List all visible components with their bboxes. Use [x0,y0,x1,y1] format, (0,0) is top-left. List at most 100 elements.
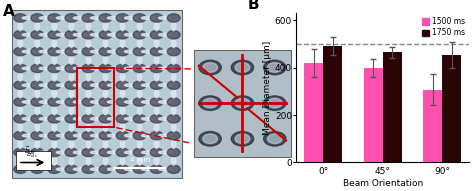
Circle shape [231,132,254,146]
Ellipse shape [158,67,172,70]
Ellipse shape [172,22,176,31]
Ellipse shape [18,72,22,81]
Ellipse shape [120,72,125,81]
Ellipse shape [91,151,104,154]
Circle shape [167,14,180,22]
Circle shape [82,98,95,106]
Ellipse shape [108,100,121,104]
Circle shape [14,131,27,140]
Circle shape [65,165,78,173]
Ellipse shape [52,123,56,131]
Ellipse shape [91,168,104,171]
Ellipse shape [158,84,172,87]
Circle shape [264,60,286,75]
Circle shape [48,31,61,39]
Circle shape [48,14,61,22]
Ellipse shape [155,89,159,98]
Circle shape [167,98,180,106]
Ellipse shape [103,72,108,81]
Bar [76,68,114,127]
Circle shape [116,98,129,106]
Ellipse shape [22,100,36,104]
Ellipse shape [103,123,108,131]
Bar [364,68,383,162]
Circle shape [199,132,221,146]
Circle shape [65,31,78,39]
Bar [16,151,51,170]
Circle shape [133,98,146,106]
Circle shape [167,115,180,123]
Ellipse shape [172,157,176,165]
Ellipse shape [52,72,56,81]
Ellipse shape [22,151,36,154]
Circle shape [31,64,44,73]
Ellipse shape [158,50,172,53]
Ellipse shape [91,117,104,120]
Text: B: B [248,0,259,12]
Ellipse shape [108,16,121,19]
Ellipse shape [155,56,159,64]
Ellipse shape [35,89,39,98]
Ellipse shape [86,106,91,115]
Ellipse shape [73,117,87,120]
Circle shape [133,47,146,56]
Ellipse shape [158,33,172,36]
Ellipse shape [120,22,125,31]
Circle shape [14,14,27,22]
Ellipse shape [39,134,53,137]
Ellipse shape [86,140,91,148]
Ellipse shape [69,56,73,64]
Ellipse shape [56,84,70,87]
Ellipse shape [120,123,125,131]
Ellipse shape [158,100,172,104]
Ellipse shape [172,123,176,131]
Circle shape [116,47,129,56]
Circle shape [150,31,163,39]
Ellipse shape [52,39,56,48]
Circle shape [150,47,163,56]
Ellipse shape [73,84,87,87]
Ellipse shape [142,168,155,171]
Circle shape [82,148,95,157]
Ellipse shape [22,84,36,87]
Ellipse shape [73,16,87,19]
Ellipse shape [69,89,73,98]
Circle shape [99,165,112,173]
Ellipse shape [18,56,22,64]
Circle shape [82,115,95,123]
Circle shape [31,165,44,173]
Circle shape [133,131,146,140]
Circle shape [82,14,95,22]
Ellipse shape [69,39,73,48]
Bar [383,52,402,162]
Ellipse shape [22,134,36,137]
Circle shape [65,14,78,22]
Circle shape [133,165,146,173]
Ellipse shape [35,123,39,131]
X-axis label: Beam Orientation: Beam Orientation [343,179,423,188]
Y-axis label: Mean Diameter [μm]: Mean Diameter [μm] [263,41,272,135]
Ellipse shape [73,67,87,70]
Circle shape [267,134,282,144]
Text: 4 mm: 4 mm [129,157,150,163]
Ellipse shape [137,39,142,48]
Ellipse shape [137,89,142,98]
Ellipse shape [56,151,70,154]
Bar [423,90,442,162]
Circle shape [65,47,78,56]
Circle shape [31,14,44,22]
Ellipse shape [86,22,91,31]
Ellipse shape [18,89,22,98]
Text: A: A [3,4,15,19]
Circle shape [65,81,78,89]
Ellipse shape [137,22,142,31]
Ellipse shape [56,16,70,19]
Circle shape [48,64,61,73]
Ellipse shape [120,56,125,64]
Ellipse shape [69,123,73,131]
Circle shape [99,115,112,123]
Circle shape [99,98,112,106]
Circle shape [167,131,180,140]
Ellipse shape [39,151,53,154]
Ellipse shape [91,84,104,87]
